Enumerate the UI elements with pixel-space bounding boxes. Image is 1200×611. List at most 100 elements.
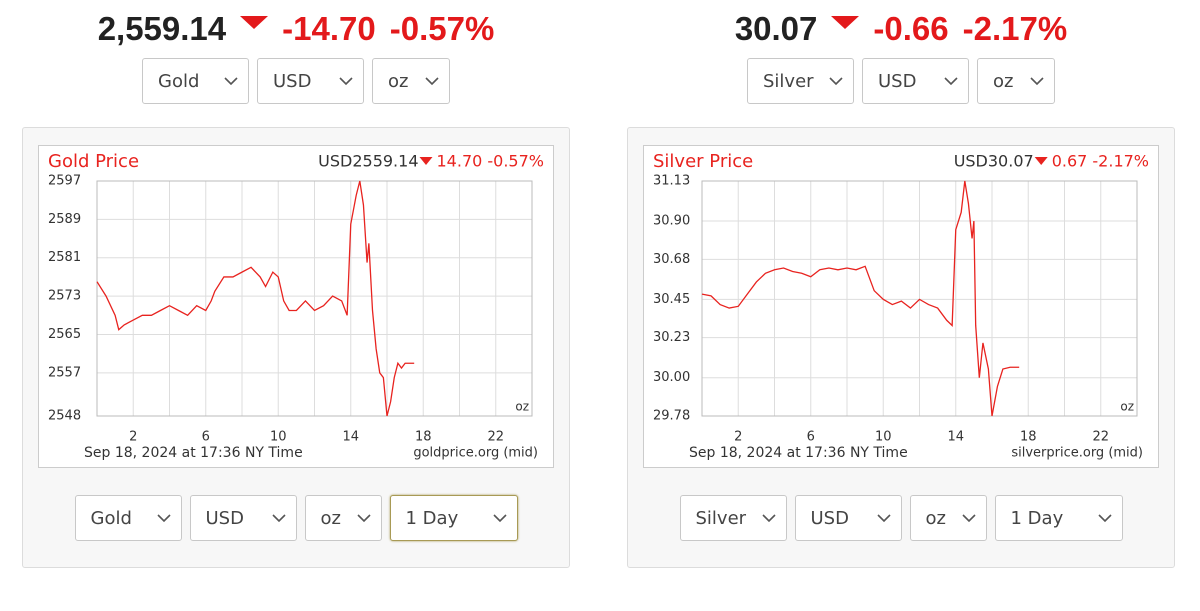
select-label: Gold bbox=[90, 507, 132, 529]
select[interactable]: Gold bbox=[142, 58, 249, 104]
select-label: Gold bbox=[158, 70, 200, 92]
select[interactable]: Silver bbox=[747, 58, 854, 104]
select-label: USD bbox=[273, 70, 312, 92]
down-arrow bbox=[1034, 157, 1048, 165]
select[interactable]: Silver bbox=[679, 495, 787, 541]
chevron-path bbox=[339, 77, 353, 86]
x-tick-label: 2 bbox=[734, 430, 742, 445]
y-tick-label: 31.13 bbox=[653, 174, 690, 189]
select[interactable]: USD bbox=[189, 495, 297, 541]
select-label: oz bbox=[925, 507, 946, 529]
chart-title: Silver Price bbox=[653, 151, 753, 172]
chevron-path bbox=[944, 77, 958, 86]
x-tick-label: 10 bbox=[875, 430, 892, 445]
price: 30.07 bbox=[734, 10, 818, 47]
select-label: oz bbox=[993, 70, 1014, 92]
select[interactable]: oz bbox=[372, 58, 450, 104]
source: silverprice.org (mid) bbox=[1011, 446, 1143, 461]
chevron-icon bbox=[944, 77, 958, 86]
select[interactable]: USD bbox=[257, 58, 364, 104]
price-change: -0.66 bbox=[873, 10, 949, 47]
y-tick-label: 2581 bbox=[48, 250, 81, 265]
y-tick-label: 2557 bbox=[48, 365, 81, 380]
chevron-icon bbox=[761, 514, 776, 523]
chevron-path bbox=[761, 514, 776, 523]
chart-title: Gold Price bbox=[48, 151, 139, 172]
y-tick-label: 30.90 bbox=[653, 214, 690, 229]
select-label: oz bbox=[388, 70, 409, 92]
chevron-icon bbox=[156, 514, 171, 523]
down-arrow bbox=[240, 15, 269, 29]
chevron-icon bbox=[1097, 514, 1112, 523]
select-label: oz bbox=[320, 507, 341, 529]
y-tick-label: 2589 bbox=[48, 212, 81, 227]
price-change-percent: -0.57% bbox=[389, 10, 495, 47]
select-label: USD bbox=[205, 507, 244, 529]
chevron-path bbox=[1030, 77, 1044, 86]
chevron-icon bbox=[829, 77, 843, 86]
select-label: USD bbox=[878, 70, 917, 92]
unit-label: oz bbox=[1120, 400, 1134, 414]
select-label: 1 Day bbox=[1010, 507, 1064, 529]
select[interactable]: USD bbox=[862, 58, 969, 104]
y-tick-label: 2597 bbox=[48, 174, 81, 189]
select[interactable]: oz bbox=[977, 58, 1055, 104]
x-tick-label: 14 bbox=[947, 430, 964, 445]
x-tick-label: 22 bbox=[1092, 430, 1109, 445]
down-arrow bbox=[831, 15, 860, 29]
x-tick-label: 18 bbox=[1020, 430, 1037, 445]
price-header: 2,559.14 -14.70 -0.57% bbox=[22, 10, 570, 48]
chevron-icon bbox=[271, 514, 286, 523]
chevron-path bbox=[224, 77, 238, 86]
unit-label: oz bbox=[515, 400, 529, 414]
y-tick-label: 30.23 bbox=[653, 330, 690, 345]
x-tick-label: 10 bbox=[270, 430, 287, 445]
plot-border bbox=[701, 180, 1138, 417]
chevron-icon bbox=[339, 77, 353, 86]
quote-change: 14.70 -0.57% bbox=[437, 152, 545, 171]
down-arrow bbox=[419, 157, 433, 165]
x-tick-label: 6 bbox=[202, 430, 210, 445]
price-line bbox=[701, 180, 1020, 417]
chart-background bbox=[38, 145, 554, 468]
select-label: USD bbox=[810, 507, 849, 529]
price-change: -14.70 bbox=[282, 10, 376, 47]
price-line bbox=[96, 180, 415, 417]
top-selects: Silver USD oz bbox=[627, 58, 1175, 104]
chevron-icon bbox=[492, 514, 507, 523]
y-tick-label: 30.45 bbox=[653, 292, 690, 307]
chart: Gold Price 14.70 -0.57% USD2559.14 2548 2557… bbox=[38, 145, 554, 468]
y-tick-label: 2565 bbox=[48, 327, 81, 342]
select-label: 1 Day bbox=[405, 507, 459, 529]
chevron-icon bbox=[224, 77, 238, 86]
select[interactable]: 1 Day bbox=[389, 495, 518, 541]
chevron-path bbox=[156, 514, 171, 523]
select[interactable]: 1 Day bbox=[994, 495, 1123, 541]
bottom-selects: Silver USD oz 1 Day bbox=[627, 495, 1175, 541]
chevron-path bbox=[829, 77, 843, 86]
chevron-path bbox=[356, 514, 371, 523]
price-change-percent: -2.17% bbox=[962, 10, 1068, 47]
chevron-path bbox=[271, 514, 286, 523]
y-tick-label: 30.00 bbox=[653, 370, 690, 385]
y-tick-label: 2573 bbox=[48, 289, 81, 304]
select[interactable]: oz bbox=[304, 495, 382, 541]
bottom-selects: Gold USD oz 1 Day bbox=[22, 495, 570, 541]
x-tick-label: 22 bbox=[487, 430, 504, 445]
source: goldprice.org (mid) bbox=[413, 446, 538, 461]
chevron-path bbox=[1097, 514, 1112, 523]
chevron-icon bbox=[425, 77, 439, 86]
select[interactable]: USD bbox=[794, 495, 902, 541]
top-selects: Gold USD oz bbox=[22, 58, 570, 104]
chevron-path bbox=[492, 514, 507, 523]
x-tick-label: 6 bbox=[807, 430, 815, 445]
select[interactable]: oz bbox=[909, 495, 987, 541]
y-tick-label: 2548 bbox=[48, 409, 81, 424]
x-tick-label: 18 bbox=[415, 430, 432, 445]
select[interactable]: Gold bbox=[74, 495, 182, 541]
chevron-path bbox=[961, 514, 976, 523]
x-tick-label: 2 bbox=[129, 430, 137, 445]
select-label: Silver bbox=[763, 70, 814, 92]
chevron-icon bbox=[1030, 77, 1044, 86]
